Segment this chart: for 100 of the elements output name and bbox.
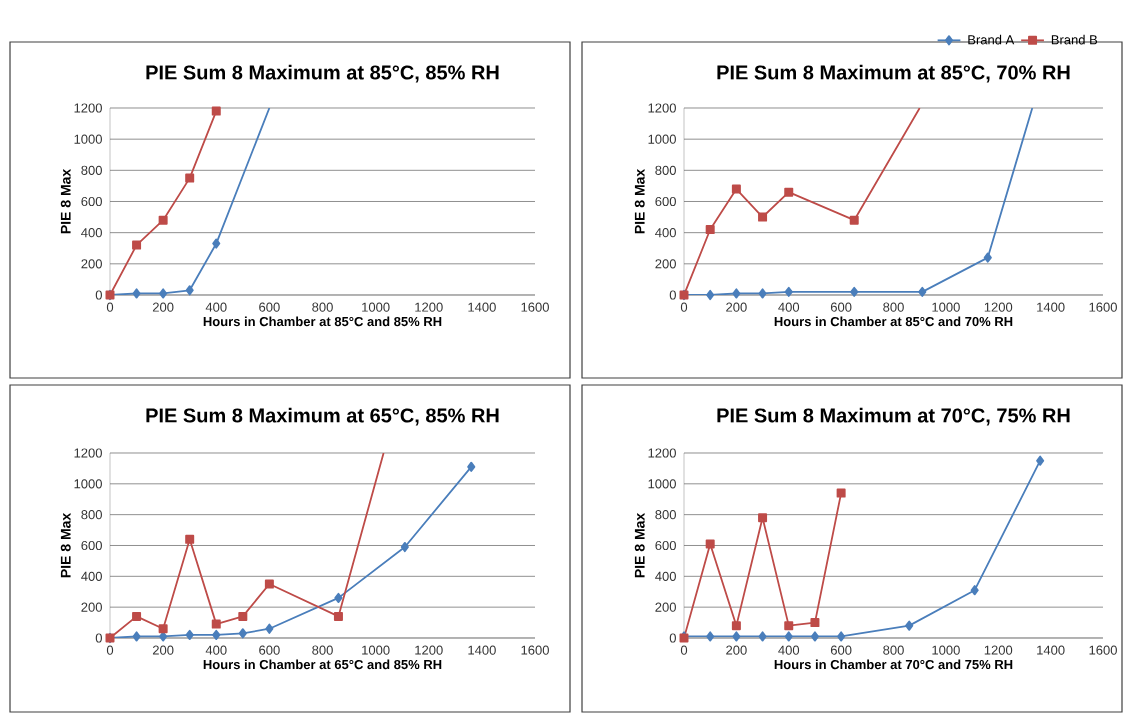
x-tick-label: 1600 — [521, 645, 549, 655]
x-tick-label: 600 — [259, 302, 280, 312]
point — [784, 631, 793, 642]
y-tick-label: 600 — [655, 540, 676, 551]
point — [467, 461, 476, 472]
point — [333, 611, 343, 621]
y-tick-label: 400 — [81, 571, 102, 581]
point — [732, 631, 741, 642]
point — [810, 631, 819, 642]
x-tick-label: 1200 — [984, 645, 1013, 655]
point — [185, 534, 195, 544]
x-tick-label: 1400 — [468, 645, 496, 655]
legend-label: Brand B — [1051, 34, 1098, 45]
point — [784, 187, 794, 197]
point — [238, 611, 248, 621]
point — [758, 288, 767, 299]
y-tick-label: 800 — [655, 510, 676, 520]
point — [905, 620, 914, 631]
point — [238, 628, 247, 639]
y-tick-label: 400 — [81, 228, 102, 238]
point — [400, 541, 409, 553]
point — [132, 611, 142, 621]
y-tick-label: 1000 — [648, 134, 676, 144]
y-tick-label: 800 — [655, 165, 676, 175]
point — [784, 286, 793, 297]
y-tick-label: 1000 — [74, 134, 102, 144]
y-tick-label: 1000 — [648, 479, 676, 489]
y-tick-label: 800 — [81, 510, 102, 520]
x-tick-label: 400 — [778, 302, 800, 312]
x-tick-label: 400 — [778, 645, 800, 655]
x-tick-label: 0 — [106, 302, 114, 312]
x-tick-label: 800 — [883, 645, 904, 655]
y-tick-label: 600 — [655, 196, 676, 207]
point — [212, 238, 221, 249]
legend-label: Brand A — [968, 34, 1015, 45]
point — [265, 623, 274, 634]
point — [784, 621, 794, 631]
point — [850, 286, 859, 297]
x-tick-label: 1200 — [984, 302, 1013, 312]
y-axis-title: PIE 8 Max — [60, 512, 71, 578]
point — [918, 286, 927, 297]
x-tick-label: 1600 — [1089, 645, 1117, 655]
point — [705, 539, 715, 549]
x-axis-title: Hours in Chamber at 70°C and 75% RH — [774, 659, 1013, 670]
x-tick-label: 1600 — [1089, 302, 1117, 312]
point — [970, 585, 979, 596]
y-tick-label: 200 — [655, 602, 676, 612]
point — [132, 288, 141, 299]
x-tick-label: 600 — [830, 645, 852, 655]
y-tick-label: 1200 — [74, 448, 102, 458]
point — [758, 631, 767, 642]
x-tick-label: 600 — [830, 302, 852, 312]
x-tick-label: 200 — [726, 645, 747, 655]
point — [132, 631, 141, 642]
chart-title: PIE Sum 8 Maximum at 85°C, 85% RH — [146, 64, 499, 83]
x-tick-label: 0 — [680, 302, 688, 312]
x-tick-label: 1200 — [415, 645, 443, 655]
y-tick-label: 600 — [81, 196, 102, 207]
point — [158, 215, 168, 225]
point — [158, 624, 168, 634]
point — [849, 215, 859, 225]
point — [185, 285, 194, 296]
x-tick-label: 400 — [205, 645, 227, 655]
point — [1036, 455, 1045, 466]
point — [212, 629, 221, 640]
x-tick-label: 200 — [726, 302, 747, 312]
point — [983, 252, 992, 263]
y-axis-title: PIE 8 Max — [634, 168, 645, 234]
x-tick-label: 0 — [106, 645, 114, 655]
x-tick-label: 600 — [259, 645, 280, 655]
y-tick-label: 1200 — [648, 448, 676, 458]
x-tick-label: 1000 — [932, 302, 960, 312]
y-tick-label: 1200 — [648, 103, 676, 113]
x-tick-label: 1600 — [521, 302, 549, 312]
y-axis-title: PIE 8 Max — [60, 168, 71, 234]
point — [264, 579, 274, 589]
y-tick-label: 200 — [81, 602, 102, 612]
y-tick-label: 0 — [95, 290, 102, 300]
y-axis-title: PIE 8 Max — [634, 512, 645, 578]
point — [810, 618, 820, 628]
x-tick-label: 200 — [152, 302, 174, 312]
y-tick-label: 400 — [655, 228, 676, 238]
y-tick-label: 0 — [669, 290, 676, 300]
point — [132, 240, 142, 250]
x-tick-label: 1000 — [932, 645, 960, 655]
x-axis-title: Hours in Chamber at 65°C and 85% RH — [203, 659, 442, 670]
point — [705, 225, 715, 235]
chart-title: PIE Sum 8 Maximum at 85°C, 70% RH — [717, 64, 1070, 83]
y-tick-label: 1000 — [74, 479, 102, 489]
y-tick-label: 800 — [81, 165, 102, 175]
point — [211, 619, 221, 629]
x-axis-title: Hours in Chamber at 85°C and 85% RH — [203, 316, 442, 327]
y-tick-label: 400 — [655, 571, 676, 581]
point — [731, 621, 741, 631]
point — [836, 488, 846, 498]
point — [731, 184, 741, 194]
x-tick-label: 0 — [680, 645, 688, 655]
x-tick-label: 1400 — [468, 302, 496, 312]
point — [334, 592, 343, 603]
x-axis-title: Hours in Chamber at 85°C and 70% RH — [774, 316, 1013, 327]
